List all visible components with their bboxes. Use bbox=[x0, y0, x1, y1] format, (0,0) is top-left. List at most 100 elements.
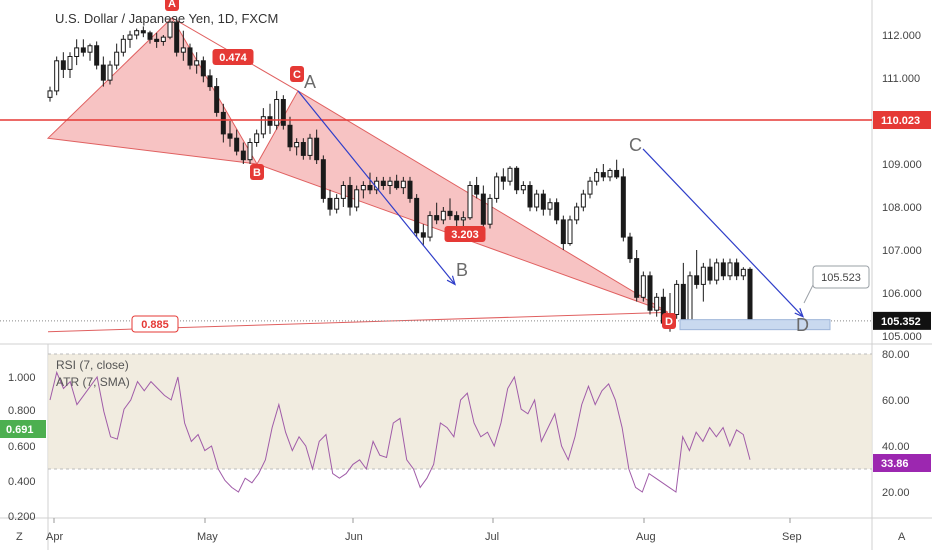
rsi-tick-label: 60.00 bbox=[882, 395, 910, 407]
candle-body bbox=[567, 219, 573, 245]
candle-body bbox=[474, 185, 480, 195]
candle-body bbox=[74, 47, 80, 58]
atr-indicator-label: ATR (7, SMA) bbox=[56, 375, 130, 389]
candle bbox=[447, 198, 453, 220]
candle bbox=[107, 60, 113, 85]
candle-body bbox=[174, 21, 180, 53]
candle-body bbox=[647, 275, 653, 311]
candle bbox=[487, 194, 493, 229]
ratio-label-bd-text: 3.203 bbox=[451, 229, 479, 241]
ratio-label-xb-bg bbox=[212, 49, 254, 65]
candle bbox=[354, 185, 360, 212]
rsi-indicator-label: RSI (7, close) bbox=[56, 358, 129, 372]
candle-body bbox=[514, 167, 520, 191]
candle bbox=[267, 103, 273, 134]
time-tick-label: Jul bbox=[485, 531, 499, 543]
atr-current-label: 0.691 bbox=[0, 420, 46, 438]
candle-body bbox=[460, 217, 466, 221]
time-tick-label: Sep bbox=[782, 531, 802, 543]
candle-body bbox=[354, 189, 360, 208]
candle bbox=[514, 166, 520, 195]
candle bbox=[167, 17, 173, 40]
candle bbox=[320, 155, 326, 203]
candle bbox=[427, 211, 433, 242]
candle bbox=[100, 56, 106, 87]
candle-body bbox=[400, 180, 406, 189]
candle bbox=[700, 262, 706, 302]
candle-body bbox=[734, 262, 740, 277]
candle bbox=[407, 176, 413, 203]
ratio-label-bd: 3.203 bbox=[444, 226, 486, 242]
candle-body bbox=[200, 60, 206, 77]
candle bbox=[47, 86, 53, 102]
candle-body bbox=[740, 268, 746, 277]
candles-layer bbox=[47, 17, 753, 332]
candle bbox=[634, 250, 640, 302]
price-tick-label: 108.000 bbox=[882, 202, 922, 214]
candle-body bbox=[214, 86, 220, 113]
candle-body bbox=[534, 193, 540, 208]
ratio-label-xb: 0.474 bbox=[212, 49, 254, 65]
candle-body bbox=[127, 34, 133, 40]
vertex-label-b-bg bbox=[250, 164, 264, 180]
candle-body bbox=[334, 197, 340, 210]
rsi-band bbox=[48, 354, 872, 469]
point-label-c: C bbox=[629, 135, 642, 155]
target-callout-text: 105.523 bbox=[821, 272, 861, 284]
candle-body bbox=[507, 167, 513, 182]
candle bbox=[254, 129, 260, 147]
candle bbox=[654, 293, 660, 317]
candle-body bbox=[614, 169, 620, 178]
candle-body bbox=[574, 206, 580, 221]
candle-body bbox=[694, 275, 700, 285]
candle-body bbox=[147, 32, 153, 40]
candle-body bbox=[114, 51, 120, 66]
candle-body bbox=[247, 142, 253, 161]
candle bbox=[554, 198, 560, 225]
candle-body bbox=[420, 232, 426, 238]
vertex-label-a-bg bbox=[165, 0, 179, 11]
candle-body bbox=[674, 283, 680, 315]
candle-body bbox=[640, 275, 646, 298]
level-price-label-bg bbox=[873, 111, 931, 130]
level-price-label-text: 110.023 bbox=[881, 115, 920, 127]
candle-body bbox=[407, 180, 413, 199]
candle bbox=[127, 30, 133, 48]
candle bbox=[274, 90, 280, 130]
candle bbox=[574, 202, 580, 225]
candle bbox=[340, 181, 346, 207]
candle-body bbox=[307, 137, 313, 156]
cd-projection-arrow bbox=[642, 148, 805, 318]
vertex-label-d: D bbox=[662, 313, 676, 329]
candle bbox=[314, 129, 320, 164]
candle bbox=[240, 142, 246, 164]
atr-tick-label: 1.000 bbox=[8, 372, 36, 384]
rsi-tick-label: 20.00 bbox=[882, 487, 910, 499]
candle bbox=[587, 176, 593, 199]
candle bbox=[687, 271, 693, 328]
candle-body bbox=[587, 180, 593, 195]
candle-body bbox=[700, 266, 706, 285]
vertex-label-c-text: C bbox=[293, 69, 301, 81]
vertex-label-d-bg bbox=[662, 313, 676, 329]
candle-body bbox=[367, 185, 373, 191]
rsi-current-label-text: 33.86 bbox=[881, 458, 909, 470]
ratio-label-bd-bg bbox=[444, 226, 486, 242]
candle bbox=[567, 215, 573, 246]
candle bbox=[154, 32, 160, 48]
candle bbox=[60, 52, 66, 78]
vertex-label-a-text: A bbox=[168, 0, 176, 10]
candle-body bbox=[220, 111, 226, 135]
candle bbox=[620, 168, 626, 242]
atr-tick-label: 0.800 bbox=[8, 405, 36, 417]
candle-body bbox=[554, 202, 560, 221]
candle bbox=[174, 17, 180, 57]
candle bbox=[467, 181, 473, 220]
price-tick-label: 105.000 bbox=[882, 331, 922, 343]
candle bbox=[580, 189, 586, 212]
candle-body bbox=[627, 236, 633, 260]
price-tick-label: 111.000 bbox=[882, 73, 920, 85]
vertex-label-b: B bbox=[250, 164, 264, 180]
candle bbox=[94, 41, 100, 70]
